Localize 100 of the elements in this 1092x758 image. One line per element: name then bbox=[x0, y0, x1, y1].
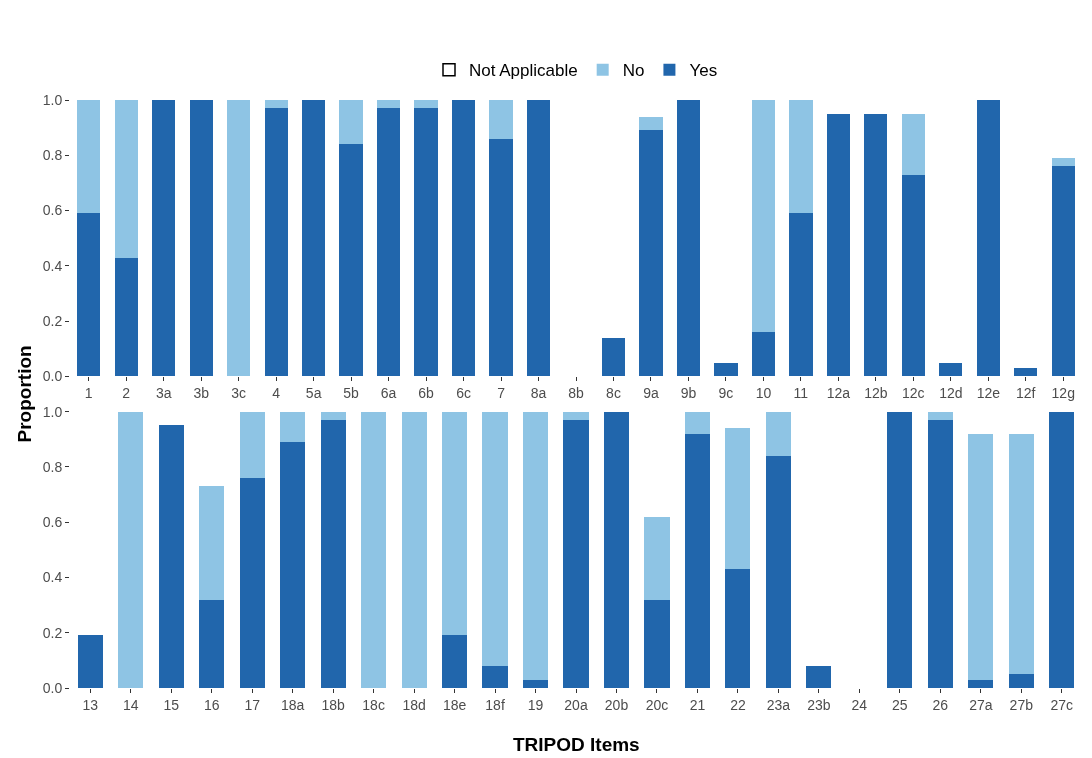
x-tick-label: 7 bbox=[497, 385, 506, 402]
x-tick-label: 27c bbox=[1050, 696, 1074, 713]
bar bbox=[239, 477, 265, 688]
x-tick-label: 12g bbox=[1051, 385, 1075, 402]
legend-label: No bbox=[622, 61, 645, 81]
x-tick-label: 12b bbox=[864, 385, 888, 402]
bar bbox=[264, 100, 288, 109]
x-tick-label: 18c bbox=[362, 696, 385, 713]
bar bbox=[118, 411, 144, 688]
bar bbox=[376, 108, 401, 377]
bar bbox=[77, 635, 103, 688]
bar bbox=[789, 213, 813, 377]
bar bbox=[451, 100, 476, 377]
x-tick-label: 23a bbox=[766, 696, 791, 713]
bar bbox=[684, 433, 710, 688]
x-tick-label: 9c bbox=[718, 385, 734, 402]
bar bbox=[114, 100, 138, 258]
y-tick-label: 0.2 bbox=[42, 624, 63, 641]
bar bbox=[302, 100, 326, 377]
bar bbox=[1008, 674, 1034, 688]
x-tick-label: 16 bbox=[203, 696, 220, 713]
bar bbox=[976, 100, 1000, 377]
legend-label: Yes bbox=[689, 61, 718, 81]
bar bbox=[563, 411, 589, 420]
bar bbox=[158, 425, 184, 688]
x-tick-label: 18e bbox=[442, 696, 467, 713]
bar bbox=[644, 599, 670, 688]
y-tick-label: 0.4 bbox=[42, 569, 63, 586]
bar bbox=[806, 665, 832, 688]
x-tick-label: 6c bbox=[456, 385, 471, 402]
x-tick-label: 25 bbox=[892, 696, 908, 713]
bar bbox=[189, 100, 213, 377]
bar bbox=[751, 332, 776, 377]
bar bbox=[280, 411, 306, 443]
bar bbox=[765, 455, 791, 688]
bar bbox=[725, 569, 751, 688]
x-tick-label: 8c bbox=[606, 385, 621, 402]
bar bbox=[280, 442, 306, 688]
bar bbox=[968, 679, 994, 688]
bar bbox=[901, 174, 925, 377]
y-tick-label: 0.0 bbox=[42, 679, 63, 696]
bar bbox=[526, 100, 551, 377]
x-tick-label: 3c bbox=[231, 385, 247, 402]
x-tick-label: 12d bbox=[939, 385, 963, 402]
x-tick-label: 18b bbox=[321, 696, 346, 713]
x-tick-label: 12e bbox=[976, 385, 1001, 402]
x-tick-label: 6b bbox=[418, 385, 435, 402]
x-tick-label: 20a bbox=[564, 696, 588, 713]
y-tick-label: 0.2 bbox=[42, 312, 63, 329]
x-tick-label: 1 bbox=[84, 385, 93, 402]
y-axis-title: Proportion bbox=[14, 345, 36, 443]
bar bbox=[644, 516, 670, 600]
bar bbox=[339, 144, 363, 377]
bar bbox=[77, 213, 101, 377]
x-tick-label: 18f bbox=[485, 696, 505, 713]
y-tick-label: 0.6 bbox=[42, 514, 63, 531]
x-tick-label: 15 bbox=[163, 696, 180, 713]
x-tick-label: 4 bbox=[272, 385, 281, 402]
bar bbox=[1008, 433, 1034, 675]
bar bbox=[522, 411, 549, 680]
bar bbox=[376, 100, 401, 109]
x-tick-label: 21 bbox=[689, 696, 706, 713]
legend-label: Not Applicable bbox=[469, 61, 578, 81]
bar bbox=[939, 362, 963, 377]
bar bbox=[339, 100, 363, 145]
bar bbox=[676, 100, 701, 377]
bar bbox=[361, 411, 387, 688]
bar bbox=[199, 486, 225, 600]
bar bbox=[414, 100, 438, 109]
bar bbox=[603, 411, 630, 688]
bar bbox=[751, 100, 776, 333]
x-tick-label: 11 bbox=[793, 385, 809, 402]
bar bbox=[765, 411, 791, 456]
x-tick-label: 5a bbox=[305, 385, 322, 402]
bar bbox=[968, 433, 994, 680]
x-tick-label: 3a bbox=[155, 385, 172, 402]
bar bbox=[414, 108, 438, 377]
bar bbox=[714, 362, 738, 377]
bar bbox=[482, 411, 508, 666]
bar bbox=[227, 100, 251, 377]
x-tick-label: 12a bbox=[826, 385, 851, 402]
bar bbox=[927, 419, 953, 688]
bar bbox=[522, 679, 549, 688]
bar bbox=[789, 100, 813, 214]
bar bbox=[320, 419, 346, 688]
y-tick-label: 0.6 bbox=[42, 202, 63, 219]
bar bbox=[1014, 368, 1038, 377]
bar bbox=[1049, 411, 1075, 688]
x-tick-label: 12c bbox=[902, 385, 925, 402]
x-axis-title: TRIPOD Items bbox=[513, 734, 640, 755]
bar bbox=[826, 113, 850, 377]
bar bbox=[114, 257, 138, 377]
bar bbox=[864, 113, 888, 377]
bar bbox=[401, 411, 427, 688]
bar bbox=[489, 100, 513, 139]
bar bbox=[1051, 158, 1075, 167]
bar bbox=[563, 419, 589, 688]
bar bbox=[489, 138, 513, 377]
x-tick-label: 5b bbox=[343, 385, 360, 402]
bar bbox=[199, 599, 225, 688]
